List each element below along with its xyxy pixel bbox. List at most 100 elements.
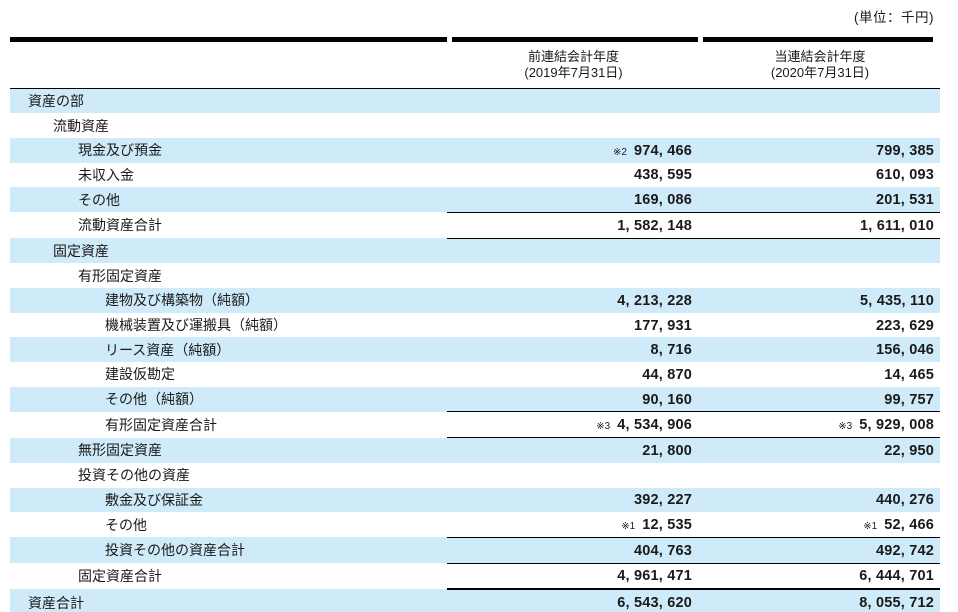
value-cell-prev: 177, 931 [447,313,700,338]
header-top-rule [10,37,933,42]
table-body: 資産の部流動資産現金及び預金 ※2 974, 466 799, 385 未収入金 438,… [10,88,940,612]
table-row: 建物及び構築物（純額） 4, 213, 228 5, 435, 110 [10,288,940,313]
value-cell-current: 5, 435, 110 [700,288,940,313]
amount: 8, 716 [650,342,692,359]
value-cell-current: 440, 276 [700,487,940,513]
note-reference: ※2 [613,146,627,158]
table-row: リース資産（純額） 8, 716 156, 046 [10,337,940,363]
value-cell-prev [447,113,700,138]
value-cell-prev: 44, 870 [447,362,700,387]
amount: 5, 929, 008 [859,417,934,434]
value-cell-prev [447,238,700,264]
value-cell-current: 22, 950 [700,437,940,463]
amount: 438, 595 [633,167,692,184]
column-header-title: 前連結会計年度 [527,49,619,64]
row-label: 未収入金 [78,166,134,183]
value-cell-prev: ※2 974, 466 [447,137,700,163]
value-cell-current [700,263,940,288]
table-row: その他 169, 086 201, 531 [10,187,940,213]
value-cell-current: ※3 5, 929, 008 [700,411,940,439]
value-cell-prev: 1, 582, 148 [447,211,700,239]
row-label: 固定資産 [10,238,447,264]
column-header-title: 当連結会計年度 [774,49,866,64]
note-reference: ※1 [621,521,636,533]
amount: 610, 093 [875,167,934,184]
amount: 52, 466 [884,517,934,534]
table-row: 流動資産合計 1, 582, 148 1, 611, 010 [10,211,940,239]
table-row: 未収入金 438, 595 610, 093 [10,163,940,188]
value-cell-current: 201, 531 [700,187,940,213]
amount: 404, 763 [633,542,692,559]
assets-table: 前連結会計年度 (2019年7月31日) 当連結会計年度 (2020年7月31日… [10,41,940,612]
value-cell-prev: 404, 763 [447,536,700,564]
value-cell-prev: ※1 12, 535 [447,512,700,537]
amount: 14, 465 [884,366,934,383]
row-label: リース資産（純額） [10,337,447,363]
value-cell-current: ※1 52, 466 [700,512,940,537]
row-label: 現金及び預金 [10,137,447,163]
amount: 1, 611, 010 [860,217,934,234]
value-cell-prev: 4, 961, 471 [447,562,700,590]
rule-segment-label-col [10,37,447,42]
table-row: 建設仮勘定 44, 870 14, 465 [10,362,940,387]
amount: 1, 582, 148 [617,217,692,234]
value-cell-prev [447,88,700,114]
value-cell-prev: 21, 800 [447,437,700,463]
amount: 4, 213, 228 [617,292,692,309]
value-cell-current [700,113,940,138]
row-label: その他（純額） [10,386,447,412]
value-cell-current: 156, 046 [700,337,940,363]
value-cell-prev [447,263,700,288]
value-cell-prev: 8, 716 [447,337,700,363]
table-row: 敷金及び保証金 392, 227 440, 276 [10,487,940,513]
row-label: その他 [105,516,147,533]
note-reference: ※3 [596,421,611,433]
row-label: 流動資産 [53,117,109,134]
value-cell-prev: 4, 213, 228 [447,288,700,313]
table-row: 資産合計 6, 543, 620 8, 055, 712 [10,588,940,612]
note-reference: ※3 [838,421,853,433]
column-header-date: (2019年7月31日) [524,64,623,80]
column-header-prev-year: 前連結会計年度 (2019年7月31日) [447,41,700,89]
table-row: 固定資産 [10,238,940,264]
row-label: 建物及び構築物（純額） [10,288,447,313]
amount: 44, 870 [642,366,692,383]
value-cell-prev: 6, 543, 620 [447,588,700,612]
row-label: 有形固定資産合計 [105,416,217,433]
row-label: 敷金及び保証金 [10,487,447,513]
value-cell-current [700,88,940,114]
row-label: 流動資産合計 [78,217,162,234]
row-label: 機械装置及び運搬具（純額） [105,317,287,334]
table-row: 現金及び預金 ※2 974, 466 799, 385 [10,137,940,163]
value-cell-prev: ※3 4, 534, 906 [447,411,700,439]
amount: 6, 543, 620 [617,595,692,612]
value-cell-current: 99, 757 [700,386,940,412]
row-label: 投資その他の資産合計 [10,537,447,564]
table-row: 投資その他の資産 [10,463,940,488]
column-header-date: (2020年7月31日) [770,64,870,80]
row-label: 有形固定資産 [78,267,162,284]
table-row: 無形固定資産 21, 800 22, 950 [10,437,940,463]
rule-segment-prev-col [452,37,698,42]
amount: 392, 227 [633,492,692,509]
amount: 4, 534, 906 [617,417,692,434]
value-cell-prev: 90, 160 [447,386,700,412]
amount: 22, 950 [884,442,934,459]
value-cell-current: 492, 742 [700,536,940,564]
value-cell-prev: 438, 595 [447,163,700,188]
value-cell-current: 8, 055, 712 [700,588,940,612]
amount: 90, 160 [642,391,692,408]
table-row: 固定資産合計 4, 961, 471 6, 444, 701 [10,562,940,590]
row-label: 無形固定資産 [10,437,447,463]
amount: 12, 535 [642,517,692,534]
table-row: 流動資産 [10,113,940,138]
amount: 177, 931 [633,317,692,334]
table-row: 有形固定資産合計 ※3 4, 534, 906 ※3 5, 929, 008 [10,411,940,439]
table-row: その他（純額） 90, 160 99, 757 [10,386,940,412]
value-cell-current: 1, 611, 010 [700,211,940,239]
amount: 799, 385 [875,142,934,159]
value-cell-prev [447,463,700,488]
row-label: 資産の部 [10,88,447,114]
amount: 974, 466 [633,142,692,159]
